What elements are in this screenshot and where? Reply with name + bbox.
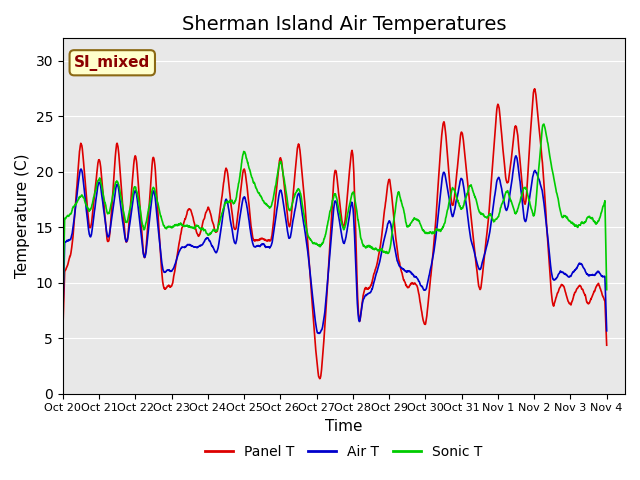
Panel T — [59, 326, 67, 332]
Panel T — [570, 292, 578, 298]
Line: Panel T: Panel T — [63, 89, 607, 379]
Sonic T — [211, 228, 218, 233]
Panel T — [493, 106, 500, 112]
Air T — [493, 178, 500, 184]
Sonic T — [493, 216, 500, 222]
Sonic T — [362, 245, 370, 251]
Line: Air T: Air T — [63, 156, 607, 334]
Air T — [59, 311, 67, 316]
Air T — [316, 331, 323, 336]
Air T — [603, 328, 611, 334]
Y-axis label: Temperature (C): Temperature (C) — [15, 154, 30, 278]
Panel T — [556, 286, 563, 292]
Title: Sherman Island Air Temperatures: Sherman Island Air Temperatures — [182, 15, 506, 34]
X-axis label: Time: Time — [325, 419, 363, 434]
Air T — [351, 232, 358, 238]
Panel T — [316, 376, 324, 382]
Air T — [512, 153, 520, 159]
Panel T — [351, 191, 358, 196]
Sonic T — [59, 298, 67, 304]
Line: Sonic T: Sonic T — [63, 124, 607, 301]
Panel T — [211, 226, 218, 232]
Air T — [211, 248, 218, 253]
Sonic T — [570, 221, 578, 227]
Text: SI_mixed: SI_mixed — [74, 55, 150, 71]
Sonic T — [603, 287, 611, 292]
Air T — [556, 271, 563, 276]
Air T — [570, 268, 578, 274]
Sonic T — [351, 193, 358, 199]
Panel T — [603, 342, 611, 348]
Sonic T — [540, 121, 548, 127]
Sonic T — [555, 200, 563, 205]
Panel T — [531, 86, 538, 92]
Air T — [363, 292, 371, 298]
Legend: Panel T, Air T, Sonic T: Panel T, Air T, Sonic T — [200, 440, 488, 465]
Panel T — [363, 286, 371, 291]
